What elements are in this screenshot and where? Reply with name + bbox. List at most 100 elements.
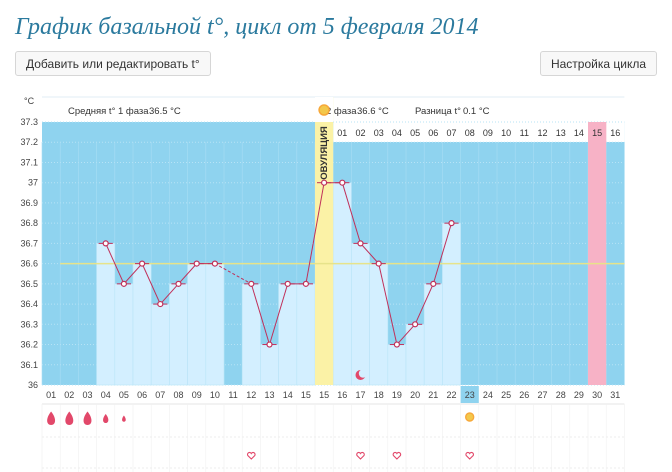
x-axis-date-label: 03	[82, 390, 92, 400]
phase2-day-number: 08	[465, 128, 475, 138]
temperature-line-segment	[360, 243, 380, 264]
temperature-point[interactable]	[357, 240, 364, 247]
y-axis-tick-label: 36.3	[20, 319, 38, 329]
temperature-bar	[278, 283, 298, 386]
phase2-day-number: 09	[483, 128, 493, 138]
phase2-average-label: 2 фаза	[326, 106, 357, 117]
temperature-bar	[187, 263, 207, 386]
moon-icon-cutout	[358, 369, 368, 378]
blood-drop-icon	[83, 411, 92, 425]
x-axis-date-label: 19	[392, 390, 402, 400]
x-axis-date-label: 10	[210, 390, 220, 400]
ovulation-label: ОВУЛЯЦИЯ	[319, 126, 330, 180]
temperature-point[interactable]	[321, 179, 328, 186]
x-axis-date-label: 11	[228, 390, 237, 400]
temperature-difference-value: 0.1 °C	[463, 106, 490, 117]
heart-icon	[356, 451, 365, 460]
y-axis-tick-label: 37.2	[20, 137, 38, 147]
x-axis-date-label: 04	[101, 390, 111, 400]
phase2-average-value: 36.6 °C	[357, 106, 389, 117]
cycle-settings-button[interactable]: Настройка цикла	[539, 51, 657, 76]
temperature-line-segment	[105, 243, 125, 285]
y-axis-tick-label: 36.7	[20, 238, 38, 248]
x-axis-date-label: 31	[610, 390, 620, 400]
temperature-point[interactable]	[430, 280, 437, 287]
x-axis-date-label: 21	[428, 390, 438, 400]
x-axis-date-label: 26	[519, 390, 529, 400]
y-axis-tick-label: 37	[28, 178, 38, 188]
temperature-line-segment	[305, 182, 325, 284]
x-axis-date-label: 05	[119, 390, 129, 400]
temperature-bar	[260, 344, 279, 386]
phase2-day-number: 14	[574, 128, 584, 138]
x-axis-date-label: 29	[574, 390, 584, 400]
heart-icon	[465, 451, 474, 460]
temperature-line-segment	[269, 283, 289, 345]
temperature-point[interactable]	[193, 260, 200, 267]
y-axis-tick-label: 36.2	[20, 340, 38, 350]
temperature-point[interactable]	[266, 341, 273, 348]
x-axis-date-label: 27	[537, 390, 547, 400]
temperature-bar	[442, 222, 461, 386]
x-axis-date-label: 07	[155, 390, 165, 400]
temperature-line-segment	[178, 263, 198, 285]
temperature-point[interactable]	[339, 179, 346, 186]
temperature-point[interactable]	[175, 280, 182, 287]
temperature-line-segment	[396, 323, 416, 345]
x-axis-date-label: 22	[446, 390, 456, 400]
y-axis-tick-label: 37.1	[20, 157, 38, 167]
temperature-bar	[150, 303, 170, 386]
x-axis-date-label: 17	[355, 390, 365, 400]
header-phase1-band	[42, 97, 315, 122]
temperature-point[interactable]	[302, 280, 309, 287]
blood-drop-icon	[65, 411, 74, 425]
temperature-line-segment	[250, 283, 270, 345]
phase2-day-number: 11	[520, 128, 529, 138]
temperature-point[interactable]	[284, 280, 291, 287]
temperature-bar	[114, 283, 134, 386]
temperature-point[interactable]	[248, 280, 255, 287]
pink-day-column	[588, 122, 607, 385]
y-axis-unit: °C	[24, 96, 35, 106]
temperature-point[interactable]	[139, 260, 146, 267]
phase2-day-number: 12	[537, 128, 547, 138]
header-phase2-band	[333, 97, 625, 122]
phase1-average-label: Средняя t° 1 фаза	[68, 106, 149, 117]
x-axis-date-label: 14	[283, 390, 293, 400]
temperature-point[interactable]	[157, 300, 164, 308]
y-axis-tick-label: 36.9	[20, 198, 38, 208]
temperature-point[interactable]	[120, 280, 128, 287]
temperature-bar	[241, 283, 261, 386]
temperature-line-segment	[159, 283, 179, 305]
y-axis-tick-label: 36.1	[20, 360, 38, 370]
add-or-edit-temperature-button[interactable]: Добавить или редактировать t°	[15, 51, 211, 76]
temperature-line-segment	[214, 263, 252, 285]
phase1-average-value: 36.5 °C	[149, 106, 181, 117]
y-axis-tick-label: 36.8	[20, 218, 38, 228]
temperature-bar	[132, 263, 152, 386]
highlighted-day-cell	[460, 386, 479, 403]
temperature-line-segment	[123, 263, 143, 285]
ovulation-sun-icon	[465, 412, 475, 422]
y-axis-tick-label: 36	[28, 380, 38, 390]
x-axis-date-label: 12	[246, 390, 256, 400]
temperature-line-segment	[341, 182, 361, 244]
phase2-day-number: 07	[446, 128, 456, 138]
x-axis-date-label: 20	[410, 390, 420, 400]
x-axis-date-label: 28	[556, 390, 566, 400]
blood-drop-icon	[122, 415, 126, 422]
temperature-bar	[369, 263, 389, 386]
temperature-line-segment	[378, 263, 398, 345]
temperature-point[interactable]	[412, 321, 419, 328]
heart-icon	[247, 451, 256, 460]
temperature-point[interactable]	[393, 341, 400, 348]
temperature-bar	[332, 182, 352, 386]
temperature-point[interactable]	[375, 260, 382, 267]
temperature-point[interactable]	[211, 260, 218, 267]
temperature-line-segment	[432, 223, 452, 284]
x-axis-date-label: 30	[592, 390, 602, 400]
temperature-point[interactable]	[448, 220, 455, 227]
temperature-point[interactable]	[102, 240, 109, 247]
x-axis-date-label: 15	[301, 390, 311, 400]
temperature-difference-label: Разница t°	[415, 106, 461, 117]
